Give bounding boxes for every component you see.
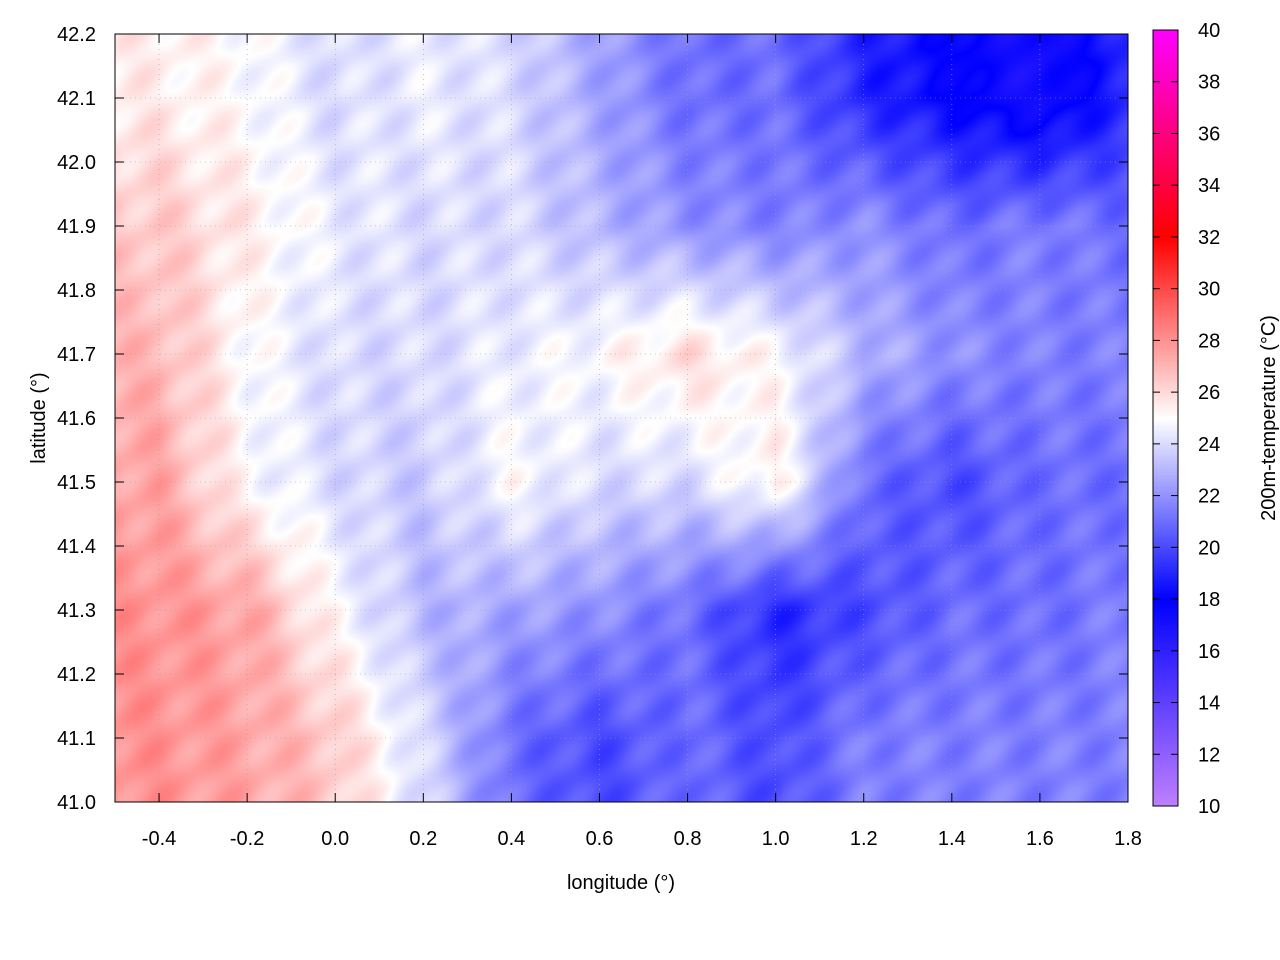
x-tick-label: -0.4 <box>142 828 176 850</box>
colorbar-label: 200m-temperature (°C) <box>1258 315 1280 521</box>
y-tick-label: 41.9 <box>57 216 96 238</box>
y-tick-label: 41.4 <box>57 536 96 558</box>
y-tick-label: 41.1 <box>57 728 96 750</box>
x-tick-label: 1.0 <box>762 828 790 850</box>
colorbar-tick-label: 10 <box>1198 796 1220 818</box>
x-tick-label: 0.0 <box>321 828 349 850</box>
colorbar-tick-label: 36 <box>1198 123 1220 145</box>
colorbar-tick-label: 24 <box>1198 434 1220 456</box>
colorbar-tick-label: 30 <box>1198 279 1220 301</box>
colorbar-tick-label: 28 <box>1198 330 1220 352</box>
x-tick-label: 0.6 <box>586 828 614 850</box>
x-tick-label: 1.4 <box>938 828 966 850</box>
y-tick-label: 41.7 <box>57 344 96 366</box>
plot-border <box>114 33 1129 803</box>
y-tick-label: 41.2 <box>57 664 96 686</box>
colorbar-tick-label: 12 <box>1198 744 1220 766</box>
colorbar-tick-label: 18 <box>1198 589 1220 611</box>
x-tick-label: 1.6 <box>1026 828 1054 850</box>
x-tick-label: 0.2 <box>409 828 437 850</box>
colorbar-tick-label: 34 <box>1198 175 1220 197</box>
y-tick-label: 42.2 <box>57 24 96 46</box>
x-tick-label: 0.4 <box>497 828 525 850</box>
x-tick-label: 1.2 <box>850 828 878 850</box>
y-tick-label: 41.8 <box>57 280 96 302</box>
x-tick-label: 1.8 <box>1114 828 1142 850</box>
x-tick-label: -0.2 <box>230 828 264 850</box>
x-tick-label: 0.8 <box>674 828 702 850</box>
colorbar-border <box>1152 29 1179 807</box>
colorbar-tick-label: 38 <box>1198 72 1220 94</box>
y-tick-label: 41.6 <box>57 408 96 430</box>
colorbar-tick-label: 22 <box>1198 486 1220 508</box>
colorbar-tick-label: 32 <box>1198 227 1220 249</box>
y-tick-label: 42.0 <box>57 152 96 174</box>
y-axis-label: latitude (°) <box>28 372 50 463</box>
colorbar-tick-label: 14 <box>1198 693 1220 715</box>
y-tick-label: 41.3 <box>57 600 96 622</box>
y-tick-label: 41.5 <box>57 472 96 494</box>
temperature-heatmap <box>115 34 1128 802</box>
colorbar-tick-label: 40 <box>1198 20 1220 42</box>
colorbar-gradient <box>1153 30 1178 806</box>
y-tick-label: 42.1 <box>57 88 96 110</box>
colorbar-tick-label: 16 <box>1198 641 1220 663</box>
colorbar-tick-label: 26 <box>1198 382 1220 404</box>
x-axis-label: longitude (°) <box>567 872 675 894</box>
y-tick-label: 41.0 <box>57 792 96 814</box>
colorbar-tick-label: 20 <box>1198 537 1220 559</box>
